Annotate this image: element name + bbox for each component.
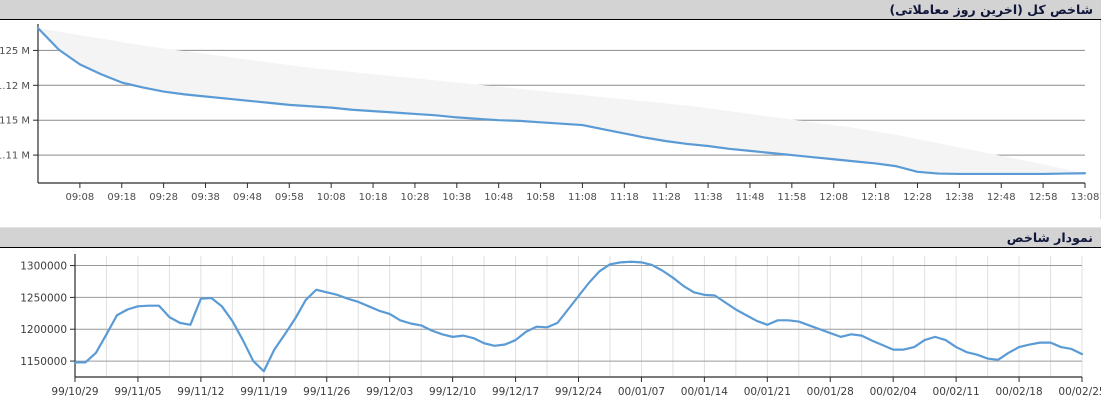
y-tick-label: 1.12 M [0,81,30,92]
x-tick-label: 09:08 [65,192,94,203]
y-tick-label: 1200000 [20,324,67,336]
index-band-area [38,28,1085,174]
bottom-panel: نمودار شاخص 1300000 1250000 1200000 1150000… [0,228,1101,411]
x-tick-label: 10:28 [401,192,430,203]
index-history-chart[interactable]: 1300000 1250000 1200000 1150000 99/10/29 99/1… [0,248,1101,411]
x-tick-label: 11:08 [568,192,597,203]
index-history-chart-svg: 1300000 1250000 1200000 1150000 99/10/29 99/1… [20,254,1101,398]
top-panel-title: شاخص کل (اخرین روز معاملاتی) [889,2,1093,17]
x-tick-label: 00/02/11 [933,386,980,398]
y-tick-label: 1.115 M [0,116,30,127]
x-tick-label: 12:38 [945,192,974,203]
x-tick-label: 00/01/21 [744,386,791,398]
x-tick-label: 99/11/12 [177,386,224,398]
x-tick-label: 10:48 [484,192,513,203]
x-tick-label: 00/02/25 [1058,386,1101,398]
x-tick-label: 00/01/07 [618,386,665,398]
top-panel: شاخص کل (اخرین روز معاملاتی) 1.125 M1.12… [0,0,1101,219]
x-tick-label: 12:58 [1029,192,1058,203]
x-tick-label: 11:48 [736,192,765,203]
bottom-panel-header: نمودار شاخص [0,228,1101,248]
x-tick-label: 10:18 [359,192,388,203]
x-tick-label: 99/12/10 [429,386,476,398]
x-tick-label: 09:48 [233,192,262,203]
x-tick-label: 10:58 [526,192,555,203]
y-tick-label: 1250000 [20,292,67,304]
x-tick-label: 12:28 [903,192,932,203]
y-tick-label: 1.125 M [0,46,30,57]
x-tick-label: 11:28 [652,192,681,203]
x-tick-label: 12:08 [819,192,848,203]
x-tick-label: 99/11/26 [303,386,350,398]
x-tick-label: 13:08 [1071,192,1100,203]
x-tick-label: 00/02/04 [870,386,917,398]
x-tick-label: 11:18 [610,192,639,203]
x-tick-label: 09:38 [191,192,220,203]
x-tick-label: 12:18 [861,192,890,203]
index-line [36,26,1087,176]
y-tick-label: 1300000 [20,261,67,273]
x-tick-label: 99/11/05 [114,386,161,398]
x-tick-label: 99/10/29 [51,386,98,398]
x-tick-label: 10:38 [442,192,471,203]
x-tick-label: 10:08 [317,192,346,203]
index-history-line [73,260,1084,373]
x-tick-label: 00/02/18 [995,386,1042,398]
x-tick-label: 12:48 [987,192,1016,203]
y-tick-label: 1150000 [20,356,67,368]
panel-separator [0,219,1101,228]
x-tick-label: 11:58 [777,192,806,203]
x-tick-label: 99/12/03 [366,386,413,398]
bottom-panel-title: نمودار شاخص [1006,230,1093,245]
x-tick-label: 00/01/14 [681,386,728,398]
x-tick-label: 09:28 [149,192,178,203]
x-tick-label: 09:58 [275,192,304,203]
x-tick-label: 00/01/28 [807,386,854,398]
total-index-chart[interactable]: 1.125 M 1.12 M 1.115 M 1.11 M 09:08 09:18 09:2… [0,20,1101,219]
x-tick-label: 09:18 [107,192,136,203]
x-tick-label: 99/12/24 [555,386,602,398]
x-tick-label: 11:38 [694,192,723,203]
total-index-chart-svg: 1.125 M 1.12 M 1.115 M 1.11 M 09:08 09:18 09:2… [0,24,1100,203]
x-tick-label: 99/12/17 [492,386,539,398]
top-panel-header: شاخص کل (اخرین روز معاملاتی) [0,0,1101,20]
y-tick-label: 1.11 M [0,151,30,162]
x-tick-label: 99/11/19 [240,386,287,398]
